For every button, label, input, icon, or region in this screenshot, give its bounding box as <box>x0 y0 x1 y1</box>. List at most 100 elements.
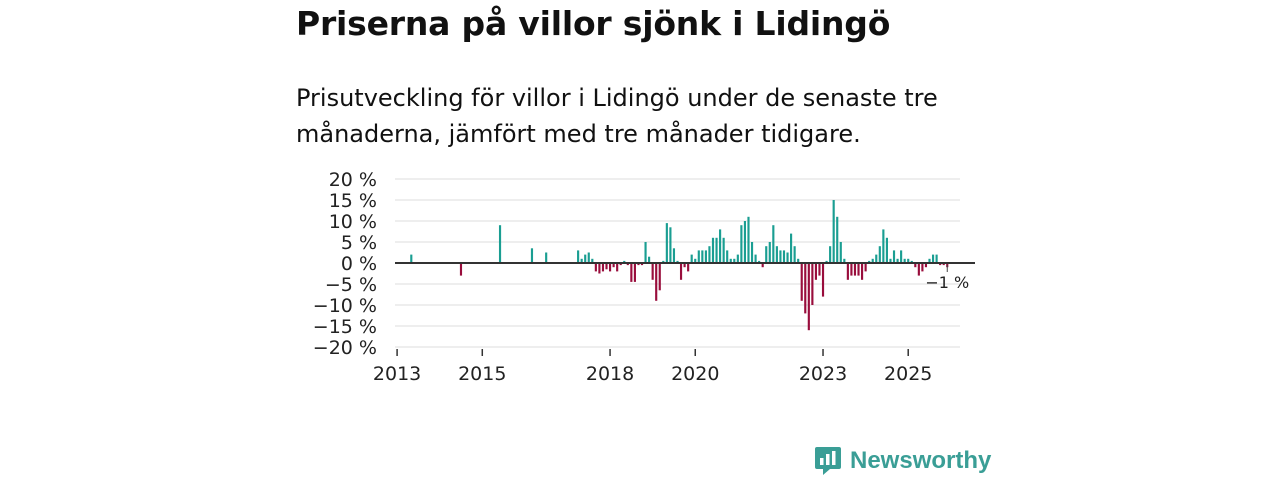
bar <box>868 260 871 263</box>
bar <box>658 263 661 291</box>
bar <box>679 263 683 280</box>
bar <box>619 263 622 266</box>
bar <box>917 263 920 276</box>
bar <box>779 250 782 263</box>
bar <box>644 242 647 263</box>
bar <box>839 242 842 263</box>
bar <box>601 263 605 272</box>
bar <box>786 252 789 263</box>
bar <box>793 246 796 263</box>
bar <box>598 263 601 274</box>
bar <box>768 242 771 263</box>
bar <box>747 216 750 263</box>
y-tick-label: −20 % <box>313 337 377 359</box>
bar <box>829 246 832 263</box>
bar <box>882 229 885 263</box>
bar <box>637 263 640 266</box>
bar <box>825 260 828 263</box>
bar <box>924 263 928 268</box>
x-tick-label: 2025 <box>884 363 932 385</box>
bar <box>935 254 938 263</box>
bar <box>804 263 807 314</box>
bar <box>708 246 711 263</box>
bar <box>498 225 502 263</box>
bar <box>743 221 747 263</box>
bar <box>797 258 800 263</box>
bar <box>626 263 629 266</box>
grid-lines <box>395 178 960 348</box>
x-axis: 2013 2015 2018 2020 2023 2025 <box>373 262 975 385</box>
bar <box>655 263 658 301</box>
bar <box>669 227 672 263</box>
bar <box>665 223 668 263</box>
bar <box>580 258 583 263</box>
bar <box>846 263 849 280</box>
y-tick-label: −10 % <box>313 295 377 317</box>
bar <box>843 258 846 263</box>
bar <box>683 263 686 268</box>
bar <box>587 252 590 263</box>
y-tick-label: 0 % <box>341 253 377 275</box>
bar <box>584 254 587 263</box>
bar-series <box>410 200 949 331</box>
bar <box>640 263 644 266</box>
bar <box>697 250 700 263</box>
bar <box>701 250 704 263</box>
bar <box>733 258 736 263</box>
bar <box>726 250 729 263</box>
bar <box>832 200 835 263</box>
bar <box>577 250 580 263</box>
bar <box>875 254 878 263</box>
bar <box>907 258 910 263</box>
bar <box>761 263 764 268</box>
bar <box>821 263 825 297</box>
x-tick-label: 2023 <box>799 363 847 385</box>
bar <box>836 216 839 263</box>
bar <box>459 263 463 276</box>
bar <box>410 254 413 263</box>
bar <box>857 263 860 276</box>
bar <box>719 229 722 263</box>
bar <box>594 263 597 272</box>
bar <box>772 225 775 263</box>
bar <box>605 263 608 270</box>
bar <box>750 242 754 263</box>
bar <box>704 250 707 263</box>
bar <box>850 263 853 276</box>
bar <box>591 258 594 263</box>
bar <box>892 250 896 263</box>
x-tick-label: 2015 <box>458 363 506 385</box>
y-tick-label: 5 % <box>341 232 377 254</box>
bar <box>633 263 636 282</box>
bar <box>931 254 935 263</box>
bar <box>853 263 857 276</box>
bar <box>782 250 786 263</box>
page-title: Priserna på villor sjönk i Lidingö <box>296 4 891 43</box>
bar <box>608 263 612 272</box>
bar <box>928 258 931 263</box>
y-tick-label: −15 % <box>313 316 377 338</box>
brand-name: Newsworthy <box>850 447 992 474</box>
bar <box>722 237 725 263</box>
bar <box>630 263 633 282</box>
bar <box>775 246 778 263</box>
bar <box>910 260 913 263</box>
x-tick-label: 2018 <box>586 363 634 385</box>
bar <box>736 254 739 263</box>
bar <box>864 263 867 272</box>
bar <box>765 246 768 263</box>
bar <box>715 237 718 263</box>
y-tick-label: 20 % <box>329 169 377 191</box>
bar <box>676 260 679 263</box>
bar <box>687 263 690 272</box>
y-tick-label: 10 % <box>329 211 377 233</box>
bar <box>729 258 732 263</box>
x-tick-label: 2020 <box>671 363 719 385</box>
bar <box>921 263 924 272</box>
chart-subtitle: Prisutveckling för villor i Lidingö unde… <box>296 84 938 148</box>
x-tick-label: 2013 <box>373 363 421 385</box>
bar <box>740 225 743 263</box>
annotations: −1 % <box>925 265 969 292</box>
y-axis-ticks: 20 %15 %10 %5 %0 %−5 %−10 %−15 %−20 % <box>313 169 377 359</box>
